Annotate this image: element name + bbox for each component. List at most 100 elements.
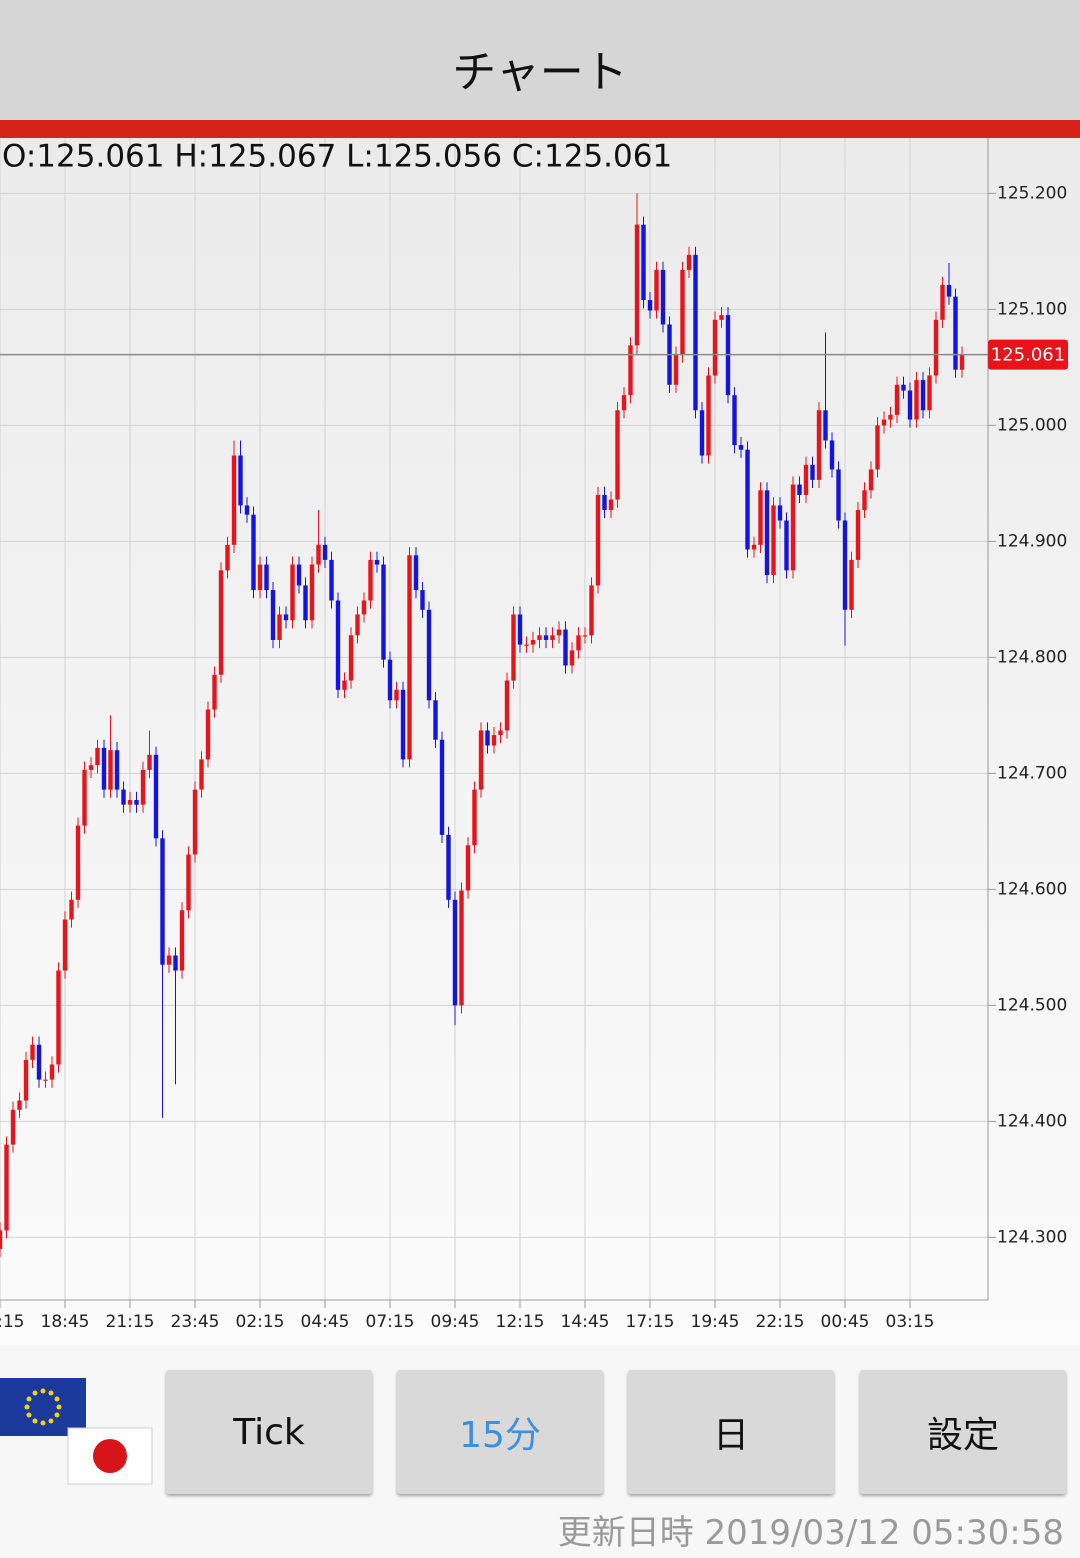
candle-body xyxy=(641,224,646,301)
candle-body xyxy=(173,955,178,971)
candle-body xyxy=(446,834,451,900)
candle-body xyxy=(602,494,607,511)
candle-body xyxy=(439,739,445,835)
candle-body xyxy=(901,384,906,391)
toolbar-button[interactable]: 設定 xyxy=(860,1370,1066,1494)
candle-body xyxy=(192,789,198,855)
candle-body xyxy=(121,789,126,805)
candle-body xyxy=(881,419,887,426)
candle-body xyxy=(413,555,419,591)
candle-body xyxy=(758,490,763,545)
candle-body xyxy=(238,455,243,506)
candle-body xyxy=(764,490,770,575)
y-tick-label: 124.900 xyxy=(997,531,1067,551)
candle-body xyxy=(277,614,282,640)
x-tick-label: 02:15 xyxy=(236,1312,285,1332)
candle-body xyxy=(465,845,471,891)
candle-body xyxy=(654,269,659,311)
candle-body xyxy=(550,635,555,640)
candle-body xyxy=(946,285,952,297)
candle-body xyxy=(738,445,744,450)
candle-body xyxy=(693,254,698,411)
candle-body xyxy=(862,490,867,511)
candle-body xyxy=(322,544,328,560)
candle-body xyxy=(361,600,367,615)
candle-body xyxy=(569,650,575,666)
x-tick-label: 16:15 xyxy=(0,1312,25,1332)
last-price-tag xyxy=(988,339,1068,370)
candle-body xyxy=(920,380,926,411)
currency-flags xyxy=(0,1378,153,1485)
candle-body xyxy=(732,395,737,446)
candle-body xyxy=(868,469,874,491)
candle-body xyxy=(634,224,640,346)
candle-body xyxy=(56,970,61,1065)
candle-body xyxy=(394,689,399,701)
candle-body xyxy=(875,425,880,470)
candle-body xyxy=(907,390,913,420)
candle-body xyxy=(75,825,81,900)
candle-body xyxy=(751,544,757,550)
candle-body xyxy=(504,680,510,731)
candle-body xyxy=(524,644,529,646)
candle-body xyxy=(595,494,601,586)
candle-body xyxy=(10,1109,16,1145)
candle-body xyxy=(894,384,900,415)
candle-body xyxy=(699,410,705,456)
toolbar-button[interactable]: 日 xyxy=(628,1370,834,1494)
candle-body xyxy=(823,410,828,441)
last-price-label: 125.061 xyxy=(991,345,1065,366)
candle-body xyxy=(485,730,490,746)
candle-body xyxy=(387,659,393,701)
candle-body xyxy=(790,484,796,571)
candle-body xyxy=(543,635,549,640)
toolbar-button[interactable]: 15分 xyxy=(397,1370,603,1494)
candle-body xyxy=(647,300,653,311)
y-tick-label: 124.800 xyxy=(997,647,1067,667)
candle-body xyxy=(101,747,107,790)
candle-body xyxy=(472,789,477,846)
candle-body xyxy=(517,614,523,645)
candle-body xyxy=(82,769,87,826)
y-tick-label: 125.100 xyxy=(997,299,1067,319)
candle-body xyxy=(231,455,237,545)
candle-body xyxy=(849,559,854,610)
candle-body xyxy=(712,319,718,376)
candle-body xyxy=(348,635,354,681)
candle-body xyxy=(433,700,438,740)
candle-body xyxy=(23,1059,29,1101)
candle-body xyxy=(608,499,614,511)
candle-body xyxy=(4,1144,9,1231)
candle-body xyxy=(88,765,94,770)
candle-body xyxy=(589,585,594,636)
chart: 124.300 124.400 124.500 124.600 124.700 124.8… xyxy=(0,138,1080,1345)
candle-body xyxy=(563,629,568,666)
candle-body xyxy=(628,345,633,396)
candle-body xyxy=(381,564,386,660)
toolbar-button[interactable]: Tick xyxy=(166,1370,372,1494)
candle-body xyxy=(478,730,484,790)
x-tick-label: 23:45 xyxy=(171,1312,220,1332)
candle-body xyxy=(914,380,919,420)
candle-body xyxy=(576,635,581,651)
candle-body xyxy=(927,375,932,411)
candle-body xyxy=(582,635,588,637)
candle-body xyxy=(511,614,516,681)
candle-body xyxy=(803,464,809,495)
candle-body xyxy=(166,955,172,965)
candle-body xyxy=(303,585,308,621)
candle-body xyxy=(36,1044,42,1080)
screen-title: チャート xyxy=(452,47,628,98)
candle-body xyxy=(264,564,269,591)
candle-body xyxy=(686,254,692,270)
candle-body xyxy=(127,800,133,805)
candle-body xyxy=(426,609,432,701)
candle-body xyxy=(498,730,503,736)
app-bar: チャート xyxy=(0,0,1080,120)
candle-body xyxy=(407,555,412,760)
candle-body xyxy=(251,514,256,591)
candle-body xyxy=(771,505,776,575)
y-tick-label: 124.600 xyxy=(997,879,1067,899)
x-tick-label: 14:45 xyxy=(561,1312,610,1332)
candle-body xyxy=(933,319,939,376)
